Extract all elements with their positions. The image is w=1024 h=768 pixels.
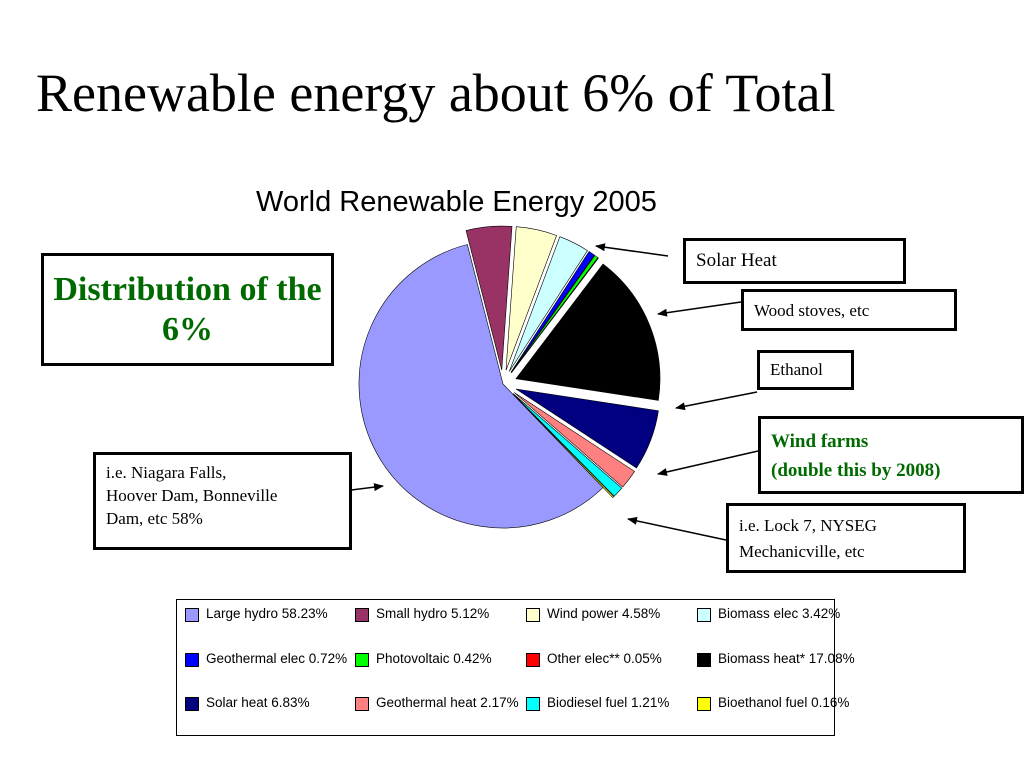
- legend-swatch: [185, 653, 199, 667]
- legend-swatch: [526, 653, 540, 667]
- legend-swatch: [526, 608, 540, 622]
- legend-label: Biomass heat* 17.08%: [718, 651, 855, 666]
- legend-swatch: [697, 697, 711, 711]
- pie-slice-geothermal-heat: [513, 392, 635, 488]
- legend-label: Other elec** 0.05%: [547, 651, 662, 666]
- legend-label: Small hydro 5.12%: [376, 606, 490, 621]
- wind-farms-note: (double this by 2008): [771, 460, 941, 481]
- legend-label: Biodiesel fuel 1.21%: [547, 695, 670, 710]
- pie-slice-biomass-elec: [509, 236, 588, 372]
- legend-label: Solar heat 6.83%: [206, 695, 310, 710]
- wind-farms-arrow: [657, 450, 759, 476]
- lock7-arrow: [627, 516, 727, 541]
- pie-slice-other-elec: [511, 257, 599, 374]
- legend-label: Large hydro 58.23%: [206, 606, 328, 621]
- chart-legend: Large hydro 58.23% Small hydro 5.12% Wind …: [176, 599, 855, 736]
- legend-swatch: [185, 608, 199, 622]
- wood-stoves-arrow: [657, 301, 742, 317]
- legend-label: Biomass elec 3.42%: [718, 606, 841, 621]
- ethanol-callout: Ethanol: [757, 350, 854, 390]
- chart-title: World Renewable Energy 2005: [256, 186, 657, 218]
- wind-farms-callout: Wind farms (double this by 2008): [758, 416, 1024, 494]
- legend-label: Geothermal elec 0.72%: [206, 651, 348, 666]
- pie-slice-wind-power: [505, 226, 557, 371]
- small-hydro-callout-line1: i.e. Lock 7, NYSEG: [739, 516, 877, 535]
- slide-title: Renewable energy about 6% of Total: [36, 63, 836, 123]
- pie-slice-geothermal-elec: [510, 251, 595, 373]
- legend-swatch: [355, 697, 369, 711]
- large-hydro-callout: i.e. Niagara Falls, Hoover Dam, Bonnevil…: [93, 452, 352, 550]
- legend-swatch: [526, 697, 540, 711]
- legend-swatch: [355, 653, 369, 667]
- legend-swatch: [697, 653, 711, 667]
- pie-slice-bioethanol-fuel: [512, 393, 615, 499]
- pie-slice-biomass-heat: [515, 263, 661, 401]
- pie-slice-biodiesel-fuel: [512, 393, 623, 497]
- legend-swatch: [185, 697, 199, 711]
- distribution-callout: Distribution of the 6%: [41, 253, 334, 366]
- pie-slice-small-hydro: [465, 225, 513, 371]
- small-hydro-callout-line2: Mechanicville, etc: [739, 542, 865, 561]
- legend-label: Bioethanol fuel 0.16%: [718, 695, 850, 710]
- legend-swatch: [697, 608, 711, 622]
- wood-stoves-callout: Wood stoves, etc: [741, 289, 957, 331]
- small-hydro-callout: i.e. Lock 7, NYSEG Mechanicville, etc: [726, 503, 966, 573]
- pie-slice-solar-heat: [515, 388, 659, 469]
- solar-heat-arrow: [595, 243, 669, 257]
- legend-label: Geothermal heat 2.17%: [376, 695, 519, 710]
- ethanol-arrow: [675, 391, 758, 411]
- pie-slice-large-hydro: [358, 244, 604, 529]
- legend-label: Wind power 4.58%: [547, 606, 661, 621]
- solar-heat-callout: Solar Heat: [683, 238, 906, 284]
- legend-swatch: [355, 608, 369, 622]
- legend-label: Photovoltaic 0.42%: [376, 651, 492, 666]
- wind-farms-label: Wind farms: [771, 431, 869, 452]
